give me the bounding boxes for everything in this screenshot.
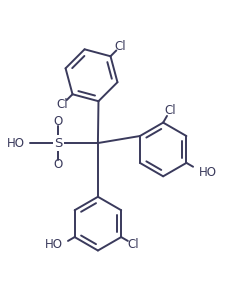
Text: Cl: Cl [164, 104, 176, 117]
Text: S: S [54, 137, 62, 149]
Text: HO: HO [7, 137, 25, 149]
Text: HO: HO [199, 166, 217, 179]
Text: Cl: Cl [115, 40, 126, 53]
Text: Cl: Cl [127, 238, 139, 251]
Text: Cl: Cl [57, 98, 68, 111]
Text: HO: HO [44, 238, 62, 251]
Text: O: O [54, 115, 63, 128]
Text: O: O [54, 158, 63, 171]
